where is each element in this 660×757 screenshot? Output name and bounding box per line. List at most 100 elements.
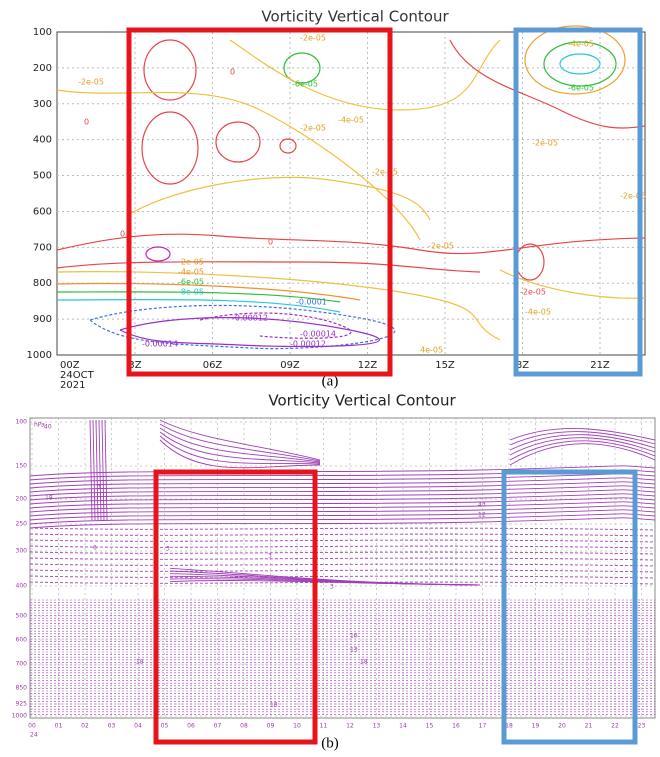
- contour: [509, 440, 656, 461]
- caption: (a): [322, 373, 339, 389]
- contour-label: -4e-05: [525, 308, 551, 317]
- highlight-box-red: [153, 469, 318, 745]
- contour: [29, 533, 656, 537]
- contour-label: -6e-05: [292, 80, 318, 89]
- contour: [89, 419, 93, 521]
- contour-label: 43: [478, 502, 486, 509]
- contour: [29, 563, 656, 567]
- x-tick-label: 21Z: [590, 360, 610, 371]
- contour: [56, 261, 481, 273]
- contour-label: 0: [84, 118, 89, 127]
- contour: [509, 431, 656, 446]
- contour-label: 6: [93, 545, 97, 552]
- contour: [29, 527, 656, 531]
- y-tick-label: 400: [33, 135, 52, 146]
- contour: [92, 419, 96, 521]
- contour-label: 16: [350, 633, 358, 640]
- x-tick-label: 12: [346, 723, 354, 730]
- y-tick-label: 700: [33, 242, 52, 253]
- x-tick-label: 16: [452, 723, 460, 730]
- contour-label: -4e-05: [338, 116, 364, 125]
- contour-label: -4e-05: [568, 40, 594, 49]
- contour: [29, 513, 656, 525]
- contour-label: 18: [45, 495, 53, 502]
- x-tick-label: 09: [267, 723, 275, 730]
- y-tick-label: 200: [33, 63, 52, 74]
- contour-label: -2e-05: [300, 124, 326, 133]
- contour: [159, 427, 321, 463]
- y-tick-label: 100: [33, 27, 52, 38]
- y-tick-label: 300: [16, 548, 28, 555]
- x-origin-label: 24OCT: [60, 370, 95, 381]
- x-tick-label: 3Z: [128, 360, 141, 371]
- contour: [89, 304, 396, 350]
- x-tick-label: 15Z: [435, 360, 455, 371]
- contour-label: -6e-05: [568, 84, 594, 93]
- x-tick-label: 21: [585, 723, 593, 730]
- contour-label: -2e-05: [372, 168, 398, 177]
- x-tick-label: 07: [214, 723, 222, 730]
- contour: [29, 501, 656, 513]
- contour: [129, 176, 431, 221]
- contour-label: -0.0001: [296, 298, 327, 307]
- y-tick-label: 600: [33, 206, 52, 217]
- y-tick-label: 1000: [12, 713, 27, 720]
- y-tick-label: 200: [16, 496, 28, 503]
- x-origin-label: 2021: [60, 380, 85, 391]
- highlight-box-red: [126, 27, 393, 377]
- contour: [524, 25, 626, 95]
- contour: [29, 481, 656, 493]
- y-tick-label: 800: [33, 278, 52, 289]
- x-tick-label: 18: [505, 723, 513, 730]
- contour: [145, 246, 171, 262]
- y-tick-label: 300: [33, 99, 52, 110]
- contour: [169, 567, 481, 586]
- unit-label: hPa: [34, 422, 45, 429]
- contour: [29, 505, 656, 517]
- highlight-box-blue: [501, 469, 638, 745]
- contour: [509, 443, 656, 466]
- x-tick-label: 08: [240, 723, 248, 730]
- contour-label: 3: [268, 553, 272, 560]
- contour-label: 0: [120, 230, 125, 239]
- contour: [559, 53, 601, 75]
- contour: [95, 419, 99, 521]
- x-tick-label: 06Z: [203, 360, 223, 371]
- contour: [29, 485, 656, 497]
- contour: [29, 575, 656, 579]
- contour-label: 4e-05: [420, 346, 443, 355]
- contour: [215, 121, 261, 163]
- contour-label: -2e-05: [78, 78, 104, 87]
- contour: [509, 437, 656, 456]
- x-tick-label: 14: [399, 723, 407, 730]
- contour-label: 3: [166, 546, 170, 553]
- contour: [56, 271, 501, 341]
- y-tick-label: 500: [33, 171, 52, 182]
- x-tick-label: 03: [108, 723, 116, 730]
- contour: [104, 419, 108, 521]
- contour: [56, 291, 341, 303]
- x-tick-label: 19: [532, 723, 540, 730]
- contour-label: 3: [330, 584, 334, 591]
- y-tick-label: 400: [16, 583, 28, 590]
- contour: [159, 419, 321, 461]
- contour: [56, 89, 421, 241]
- contour-label: -8e-05: [178, 288, 204, 297]
- contour: [229, 39, 501, 111]
- contour: [29, 539, 656, 543]
- x-origin-label: 00Z: [60, 360, 80, 371]
- contour: [29, 477, 656, 489]
- contour: [56, 233, 646, 255]
- contour-label: -2e-05: [620, 192, 646, 201]
- contour: [29, 551, 656, 555]
- contour-label: -2e-05: [520, 288, 546, 297]
- contour-label: -2e-05: [532, 139, 558, 148]
- contour-label: -2e-05: [300, 34, 326, 43]
- contour-label: -4e-05: [178, 268, 204, 277]
- contour-label: 18: [360, 659, 368, 666]
- y-tick-label: 600: [16, 637, 28, 644]
- contour: [509, 428, 656, 441]
